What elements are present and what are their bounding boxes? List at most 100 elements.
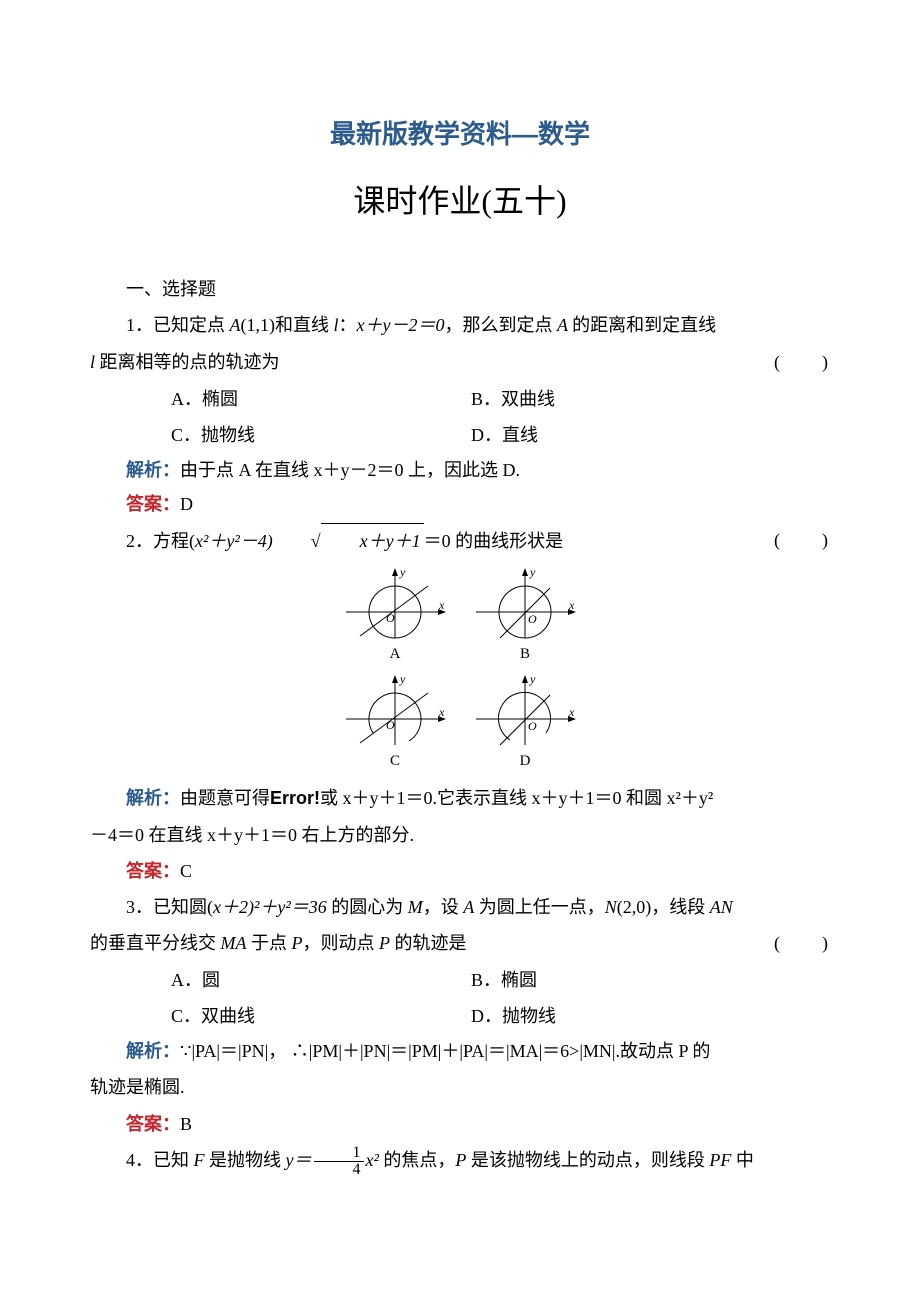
diagram-B-label: B [520,640,530,669]
q2-an-pre: 由题意可得 [180,788,270,808]
q3-eq1: x＋2)²＋y²＝36 [213,897,327,917]
q4-F: F [194,1150,205,1170]
q1-line2: l 距离相等的点的轨迹为 ( ) [90,345,830,379]
q1-eq: x＋y－2＝0 [357,315,445,335]
q3-th: ，则动点 [303,933,380,953]
svg-text:y: y [399,673,406,686]
q3-td: 为圆上任一点， [474,897,605,917]
page-header-title: 最新版教学资料—数学 [90,110,830,159]
q3-optD: D．抛物线 [471,998,830,1034]
svg-text:O: O [528,719,537,733]
q3-optB: B．椭圆 [471,962,830,998]
q2-answer-val: C [180,861,192,881]
svg-text:x: x [568,705,575,719]
q2-tb: ＝0 的曲线形状是 [424,531,564,551]
q3-AN: AN [710,897,733,917]
error-text: Error! [270,788,320,808]
analysis-label: 解析： [126,788,180,808]
q4-tc: 的焦点， [379,1150,456,1170]
svg-text:O: O [528,612,537,626]
q2-ta: 2．方程( [126,531,195,551]
q1-answer-val: D [180,494,193,514]
q2-analysis1: 解析：由题意可得Error!或 x＋y＋1＝0.它表示直线 x＋y＋1＝0 和圆… [90,781,830,815]
diagram-A-svg: y x O [340,566,450,642]
section-heading: 一、选择题 [90,272,830,306]
q2-answer: 答案：C [90,854,830,888]
q1-paren: ( ) [774,345,830,379]
svg-text:y: y [399,566,406,579]
q1-textb: 和直线 [275,315,334,335]
main-title: 课时作业(五十) [90,171,830,232]
q3-tf: 的垂直平分线交 [90,933,221,953]
q3-tb: 的圆心为 [327,897,408,917]
q2-eq1: x²＋y²－4) [195,531,273,551]
q3-answer: 答案：B [90,1107,830,1141]
q4-yeq: y＝ [286,1150,312,1170]
q4-tb: 是抛物线 [205,1150,286,1170]
q1-analysis-text: 由于点 A 在直线 x＋y－2＝0 上，因此选 D. [180,460,520,480]
q3-optC: C．双曲线 [171,998,471,1034]
q3-opts-row2: C．双曲线 D．抛物线 [90,998,830,1034]
q3-analysis2: 轨迹是椭圆. [90,1070,830,1104]
svg-text:y: y [529,566,536,579]
q3-paren: ( ) [774,926,830,960]
q3-A: A [463,897,474,917]
q3-line1: 3．已知圆(x＋2)²＋y²＝36 的圆心为 M，设 A 为圆上任一点，N(2,… [90,890,830,924]
svg-text:x: x [438,598,445,612]
q3-answer-val: B [180,1114,192,1134]
q2-analysis2: －4＝0 在直线 x＋y＋1＝0 右上方的部分. [90,818,830,852]
q3-opts-row1: A．圆 B．椭圆 [90,962,830,998]
q3-MA: MA [221,933,247,953]
q1-text: 1．已知定点 [126,315,230,335]
analysis-label: 解析： [126,460,180,480]
q1-optD: D．直线 [471,417,830,453]
frac-num: 1 [314,1145,364,1161]
q4-x2: x² [366,1150,379,1170]
q4-P: P [455,1150,466,1170]
q3-analysis1: 解析：∵|PA|＝|PN|， ∴|PM|＋|PN|＝|PM|＋|PA|＝|MA|… [90,1034,830,1068]
svg-text:O: O [386,718,395,732]
frac-den: 4 [314,1161,364,1178]
diagram-D-label: D [520,747,531,776]
fraction: 14 [314,1145,364,1178]
q1-optC: C．抛物线 [171,417,471,453]
q4-ta: 4．已知 [126,1150,194,1170]
q1-answer: 答案：D [90,487,830,521]
analysis-label: 解析： [126,1041,180,1061]
q3-P: P [292,933,303,953]
q3-ti: 的轨迹是 [390,933,467,953]
diagram-A-label: A [390,640,401,669]
diagram-C-svg: y x O [340,673,450,749]
q1-coords: (1,1) [241,315,276,335]
q1-texte: 距离相等的点的轨迹为 [95,352,280,372]
q1-textd: 的距离和到定直线 [572,315,716,335]
q1-optA: A．椭圆 [171,381,471,417]
q1-opts-row2: C．抛物线 D．直线 [90,417,830,453]
q4-PF: PF [709,1150,731,1170]
q2-line: 2．方程(x²＋y²－4)x＋y＋1＝0 的曲线形状是 ( ) [90,523,830,558]
q3-optA: A．圆 [171,962,471,998]
q3-tc: ，设 [423,897,464,917]
diagram-grid: y x O A y x O B y [340,566,580,775]
q3-tg: 于点 [247,933,292,953]
q1-line1: 1．已知定点 A(1,1)和直线 l：x＋y－2＝0，那么到定点 A 的距离和到… [90,308,830,342]
answer-label: 答案： [126,1114,180,1134]
q3-an1: ∵|PA|＝|PN|， ∴|PM|＋|PN|＝|PM|＋|PA|＝|MA|＝6>… [180,1041,710,1061]
diagram-D-svg: y x O [470,673,580,749]
q3-line2: 的垂直平分线交 MA 于点 P，则动点 P 的轨迹是 ( ) [90,926,830,960]
q1-textc: ，那么到定点 [445,315,558,335]
q1-analysis: 解析：由于点 A 在直线 x＋y－2＝0 上，因此选 D. [90,453,830,487]
q3-M: M [408,897,423,917]
diagram-A: y x O A [340,566,450,669]
q4-te: 中 [731,1150,754,1170]
q3-ta: 3．已知圆( [126,897,213,917]
q1-pointA: A [230,315,241,335]
svg-text:O: O [386,611,395,625]
q2-an1: 或 x＋y＋1＝0.它表示直线 x＋y＋1＝0 和圆 x²＋y² [320,788,713,808]
q3-coordsN: (2,0) [617,897,652,917]
svg-text:x: x [568,598,575,612]
q3-N: N [605,897,617,917]
answer-label: 答案： [126,494,180,514]
q1-opts-row1: A．椭圆 B．双曲线 [90,381,830,417]
diagram-C-label: C [390,747,400,776]
